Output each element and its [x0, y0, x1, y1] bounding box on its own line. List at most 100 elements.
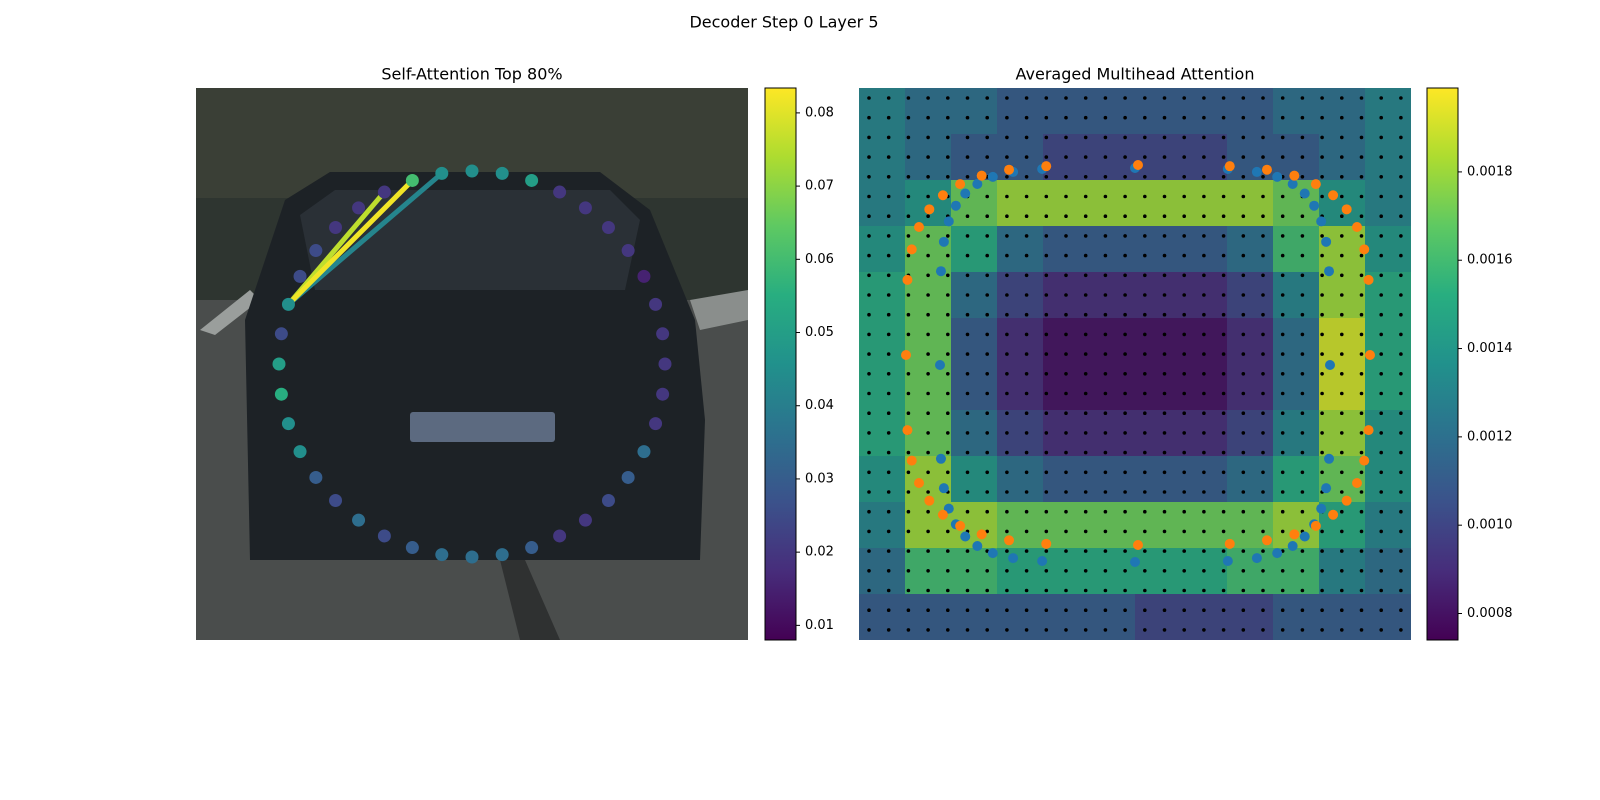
grid-dot: [1280, 509, 1285, 514]
grid-dot: [1123, 115, 1127, 120]
grid-dot: [946, 372, 950, 376]
grid-dot: [1123, 352, 1127, 356]
grid-dot: [1399, 391, 1403, 396]
grid-dot: [1280, 253, 1285, 258]
grid-dot: [1083, 588, 1088, 593]
grid-dot: [946, 391, 950, 396]
grid-dot: [1340, 628, 1344, 632]
grid-dot: [1103, 234, 1108, 238]
grid-dot: [1024, 135, 1029, 140]
grid-dot: [1123, 608, 1127, 612]
grid-dot: [1162, 470, 1167, 475]
grid-dot: [1300, 450, 1305, 455]
heat-cell: [1089, 502, 1136, 549]
grid-dot: [1202, 115, 1206, 120]
grid-dot: [926, 273, 930, 278]
grid-dot: [1340, 490, 1344, 494]
grid-dot: [1162, 115, 1167, 120]
grid-dot: [867, 175, 871, 179]
grid-dot: [1261, 391, 1265, 396]
polygon-point: [1316, 503, 1327, 514]
polygon-point: [1222, 556, 1233, 567]
grid-dot: [926, 234, 930, 238]
grid-dot: [1280, 569, 1285, 573]
grid-dot: [1162, 253, 1167, 258]
grid-dot: [1143, 332, 1147, 337]
heat-cell: [905, 180, 952, 227]
grid-dot: [1280, 372, 1285, 376]
grid-dot: [1221, 391, 1226, 396]
grid-dot: [1241, 588, 1246, 593]
grid-dot: [1320, 115, 1324, 120]
grid-dot: [906, 372, 911, 376]
grid-dot: [946, 332, 950, 337]
grid-dot: [1143, 569, 1147, 573]
grid-dot: [1221, 372, 1226, 376]
polygon-point: [1310, 520, 1321, 531]
grid-dot: [1340, 293, 1344, 297]
grid-dot: [1300, 628, 1305, 632]
heat-cell: [1135, 364, 1182, 411]
grid-dot: [1399, 569, 1403, 573]
grid-dot: [1241, 372, 1246, 376]
grid-dot: [1320, 529, 1324, 534]
grid-dot: [1024, 214, 1029, 218]
grid-dot: [1399, 431, 1403, 435]
grid-dot: [1083, 115, 1088, 120]
grid-dot: [1024, 115, 1029, 120]
grid-dot: [1083, 490, 1088, 494]
polygon-point: [976, 529, 987, 540]
grid-dot: [906, 490, 911, 494]
grid-dot: [1182, 332, 1186, 337]
heat-cell: [997, 594, 1044, 640]
grid-dot: [946, 273, 950, 278]
heat-cell: [1135, 410, 1182, 457]
heat-cell: [1319, 594, 1366, 640]
grid-dot: [906, 411, 911, 416]
grid-dot: [1044, 490, 1049, 494]
grid-dot: [1379, 529, 1383, 534]
grid-dot: [1340, 431, 1344, 435]
grid-dot: [906, 569, 911, 573]
grid-dot: [1024, 96, 1029, 100]
grid-dot: [1261, 529, 1265, 534]
grid-dot: [1202, 529, 1206, 534]
grid-dot: [1399, 372, 1403, 376]
grid-dot: [1340, 115, 1344, 120]
grid-dot: [1202, 450, 1206, 455]
grid-dot: [1064, 273, 1068, 278]
grid-dot: [1261, 628, 1265, 632]
grid-dot: [906, 588, 911, 593]
grid-dot: [1280, 628, 1285, 632]
heat-cell: [905, 364, 952, 411]
heat-cell: [905, 318, 952, 365]
heat-cell: [1319, 226, 1366, 273]
grid-dot: [1044, 96, 1049, 100]
grid-dot: [867, 135, 871, 140]
grid-dot: [1182, 509, 1186, 514]
heat-cell: [951, 456, 998, 503]
query-point: [435, 548, 449, 562]
grid-dot: [1261, 608, 1265, 612]
grid-dot: [1340, 509, 1344, 514]
grid-dot: [965, 549, 970, 553]
grid-dot: [1241, 490, 1246, 494]
attention-link: [286, 171, 444, 307]
grid-dot: [1083, 391, 1088, 396]
grid-dot: [926, 549, 930, 553]
grid-dot: [1261, 175, 1265, 179]
grid-dot: [926, 135, 930, 140]
grid-dot: [886, 628, 891, 632]
grid-dot: [1083, 332, 1088, 337]
grid-dot: [1241, 312, 1246, 317]
heat-cell: [1089, 548, 1136, 595]
grid-dot: [946, 253, 950, 258]
grid-dot: [1044, 470, 1049, 475]
grid-dot: [1103, 470, 1108, 475]
grid-dot: [1162, 234, 1167, 238]
grid-dot: [1162, 293, 1167, 297]
grid-dot: [1261, 214, 1265, 218]
heat-cell: [1365, 548, 1411, 595]
grid-dot: [1261, 135, 1265, 140]
